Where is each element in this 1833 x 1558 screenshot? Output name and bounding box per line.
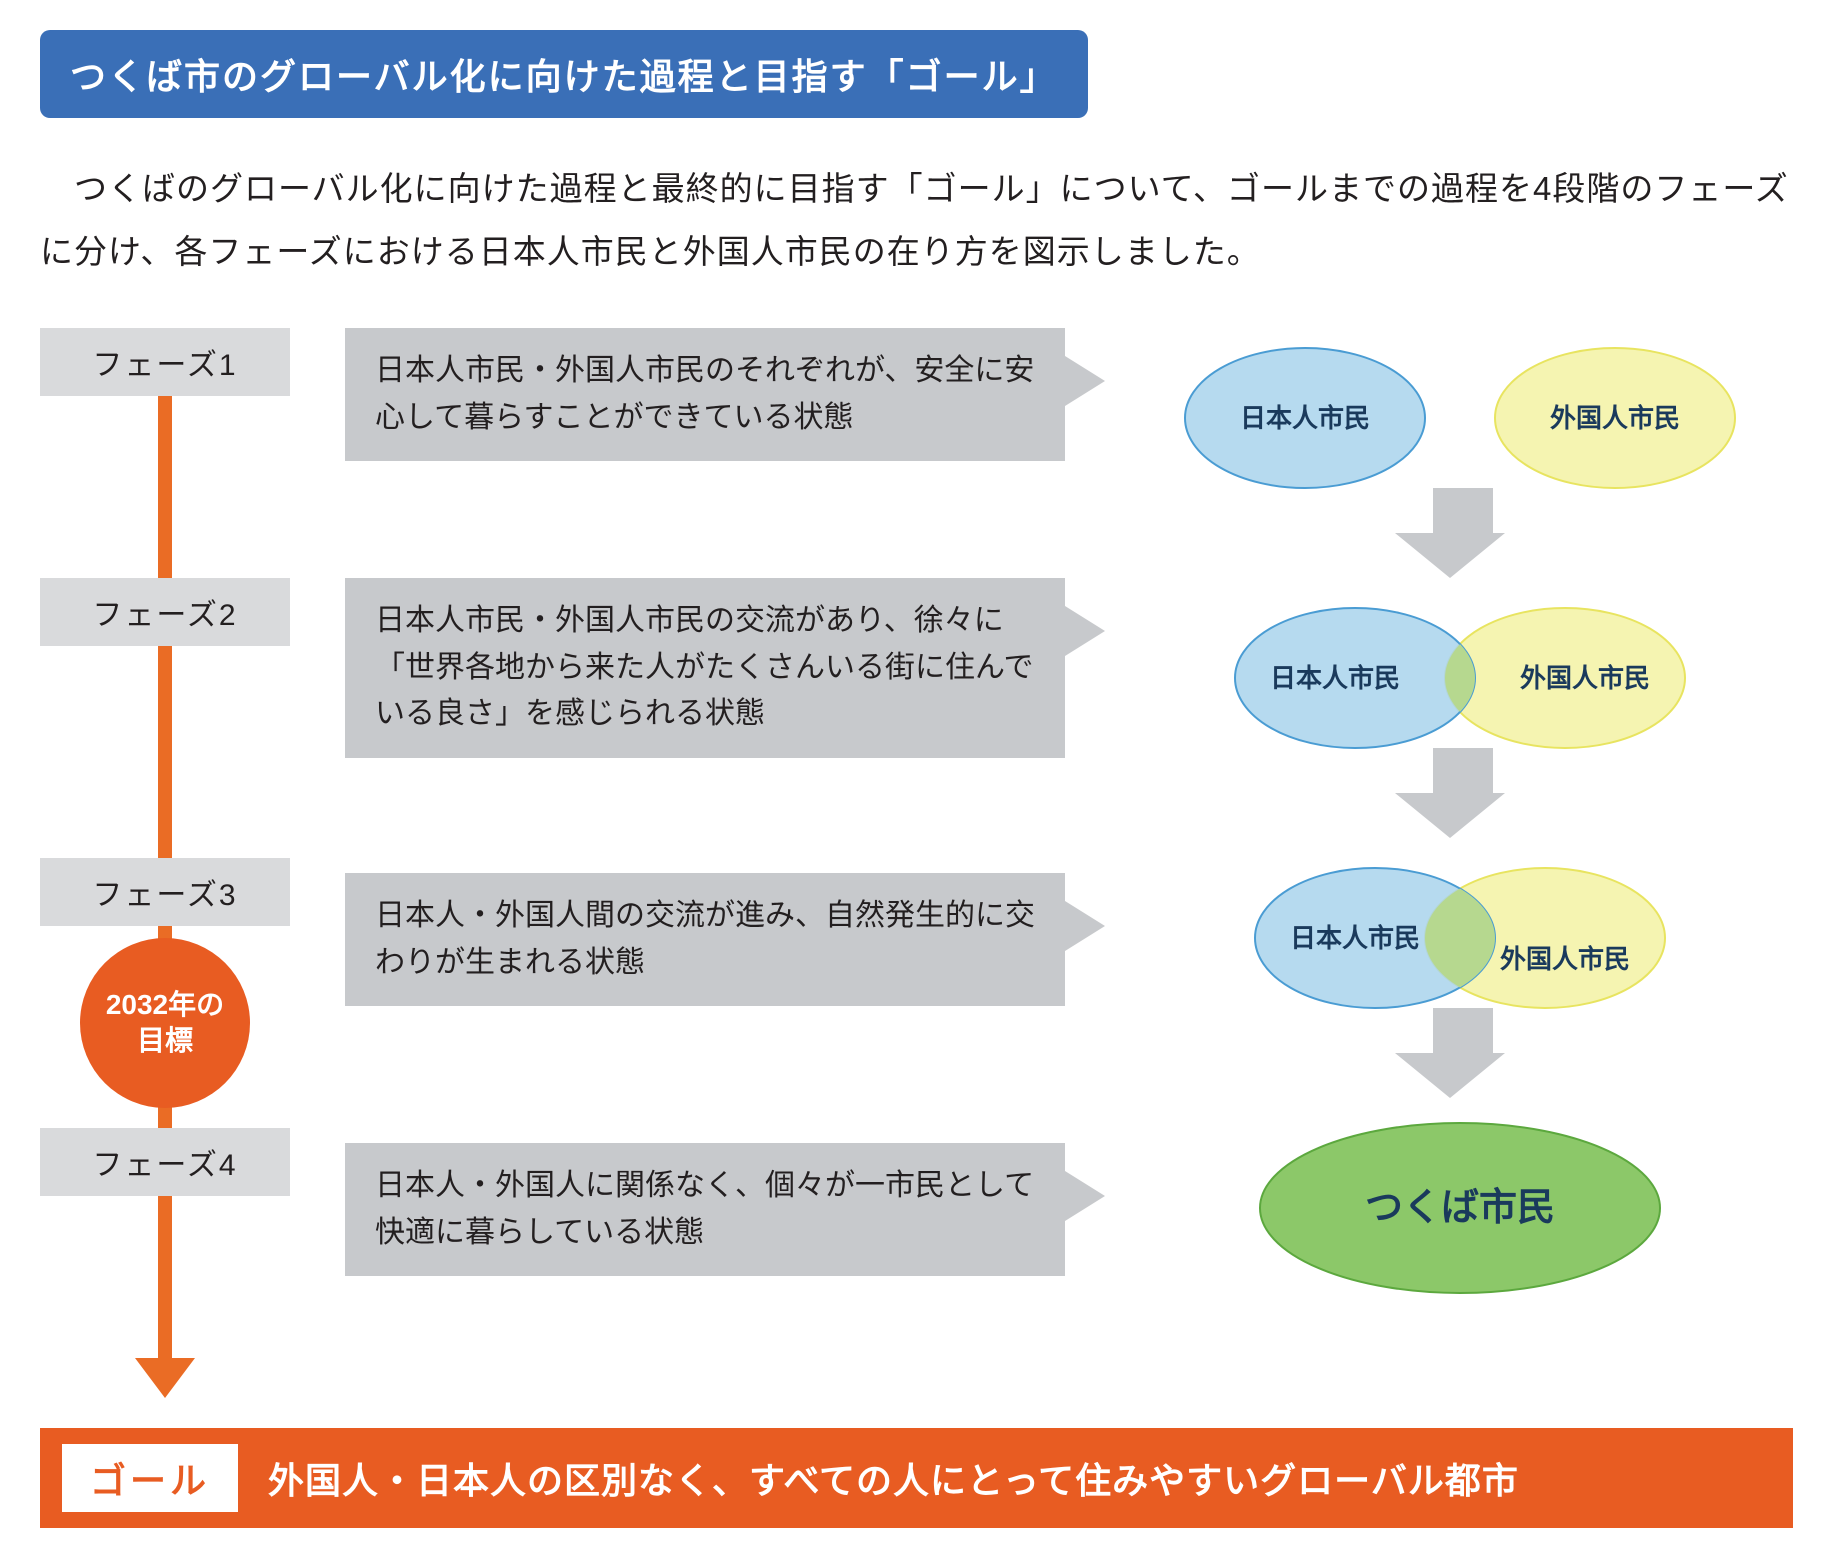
timeline-arrowhead-icon	[135, 1358, 195, 1398]
venn-foreign-label: 外国人市民	[1550, 403, 1680, 433]
down-arrow-icon	[1420, 748, 1505, 838]
phase-description: 日本人市民・外国人市民の交流があり、徐々に「世界各地から来た人がたくさんいる街に…	[345, 578, 1065, 758]
phase-label: フェーズ3	[40, 858, 290, 926]
phase-label: フェーズ2	[40, 578, 290, 646]
phase-label: フェーズ4	[40, 1128, 290, 1196]
down-arrow-icon	[1420, 1008, 1505, 1098]
venn-foreign-label: 外国人市民	[1500, 944, 1630, 974]
page-title: つくば市のグローバル化に向けた過程と目指す「ゴール」	[40, 30, 1088, 118]
venn-japanese-label: 日本人市民	[1290, 923, 1420, 953]
venn-pair: 日本人市民 外国人市民	[1140, 328, 1780, 508]
venn-foreign-label: 外国人市民	[1520, 663, 1650, 693]
venn-japanese-label: 日本人市民	[1240, 403, 1370, 433]
phase-description: 日本人市民・外国人市民のそれぞれが、安全に安心して暮らすことができている状態	[345, 328, 1065, 461]
intro-paragraph: つくばのグローバル化に向けた過程と最終的に目指す「ゴール」について、ゴールまでの…	[40, 158, 1793, 283]
goal-text: 外国人・日本人の区別なく、すべての人にとって住みやすいグローバル都市	[268, 1452, 1519, 1504]
phase-diagram: フェーズ1 日本人市民・外国人市民のそれぞれが、安全に安心して暮らすことができてい…	[40, 328, 1793, 1428]
venn-merged-label: つくば市民	[1365, 1187, 1555, 1229]
venn-merged: つくば市民	[1140, 1118, 1780, 1298]
goal-label: ゴール	[62, 1444, 238, 1512]
down-arrow-icon	[1420, 488, 1505, 578]
phase-description: 日本人・外国人間の交流が進み、自然発生的に交わりが生まれる状態	[345, 873, 1065, 1006]
phase-label: フェーズ1	[40, 328, 290, 396]
venn-pair: 日本人市民外国人市民	[1140, 848, 1780, 1028]
phase-description: 日本人・外国人に関係なく、個々が一市民として快適に暮らしている状態	[345, 1143, 1065, 1276]
venn-pair: 日本人市民 外国人市民	[1140, 588, 1780, 768]
goal-bar: ゴール 外国人・日本人の区別なく、すべての人にとって住みやすいグローバル都市	[40, 1428, 1793, 1528]
target-year-badge: 2032年の目標	[80, 938, 250, 1108]
venn-japanese-label: 日本人市民	[1270, 663, 1400, 693]
